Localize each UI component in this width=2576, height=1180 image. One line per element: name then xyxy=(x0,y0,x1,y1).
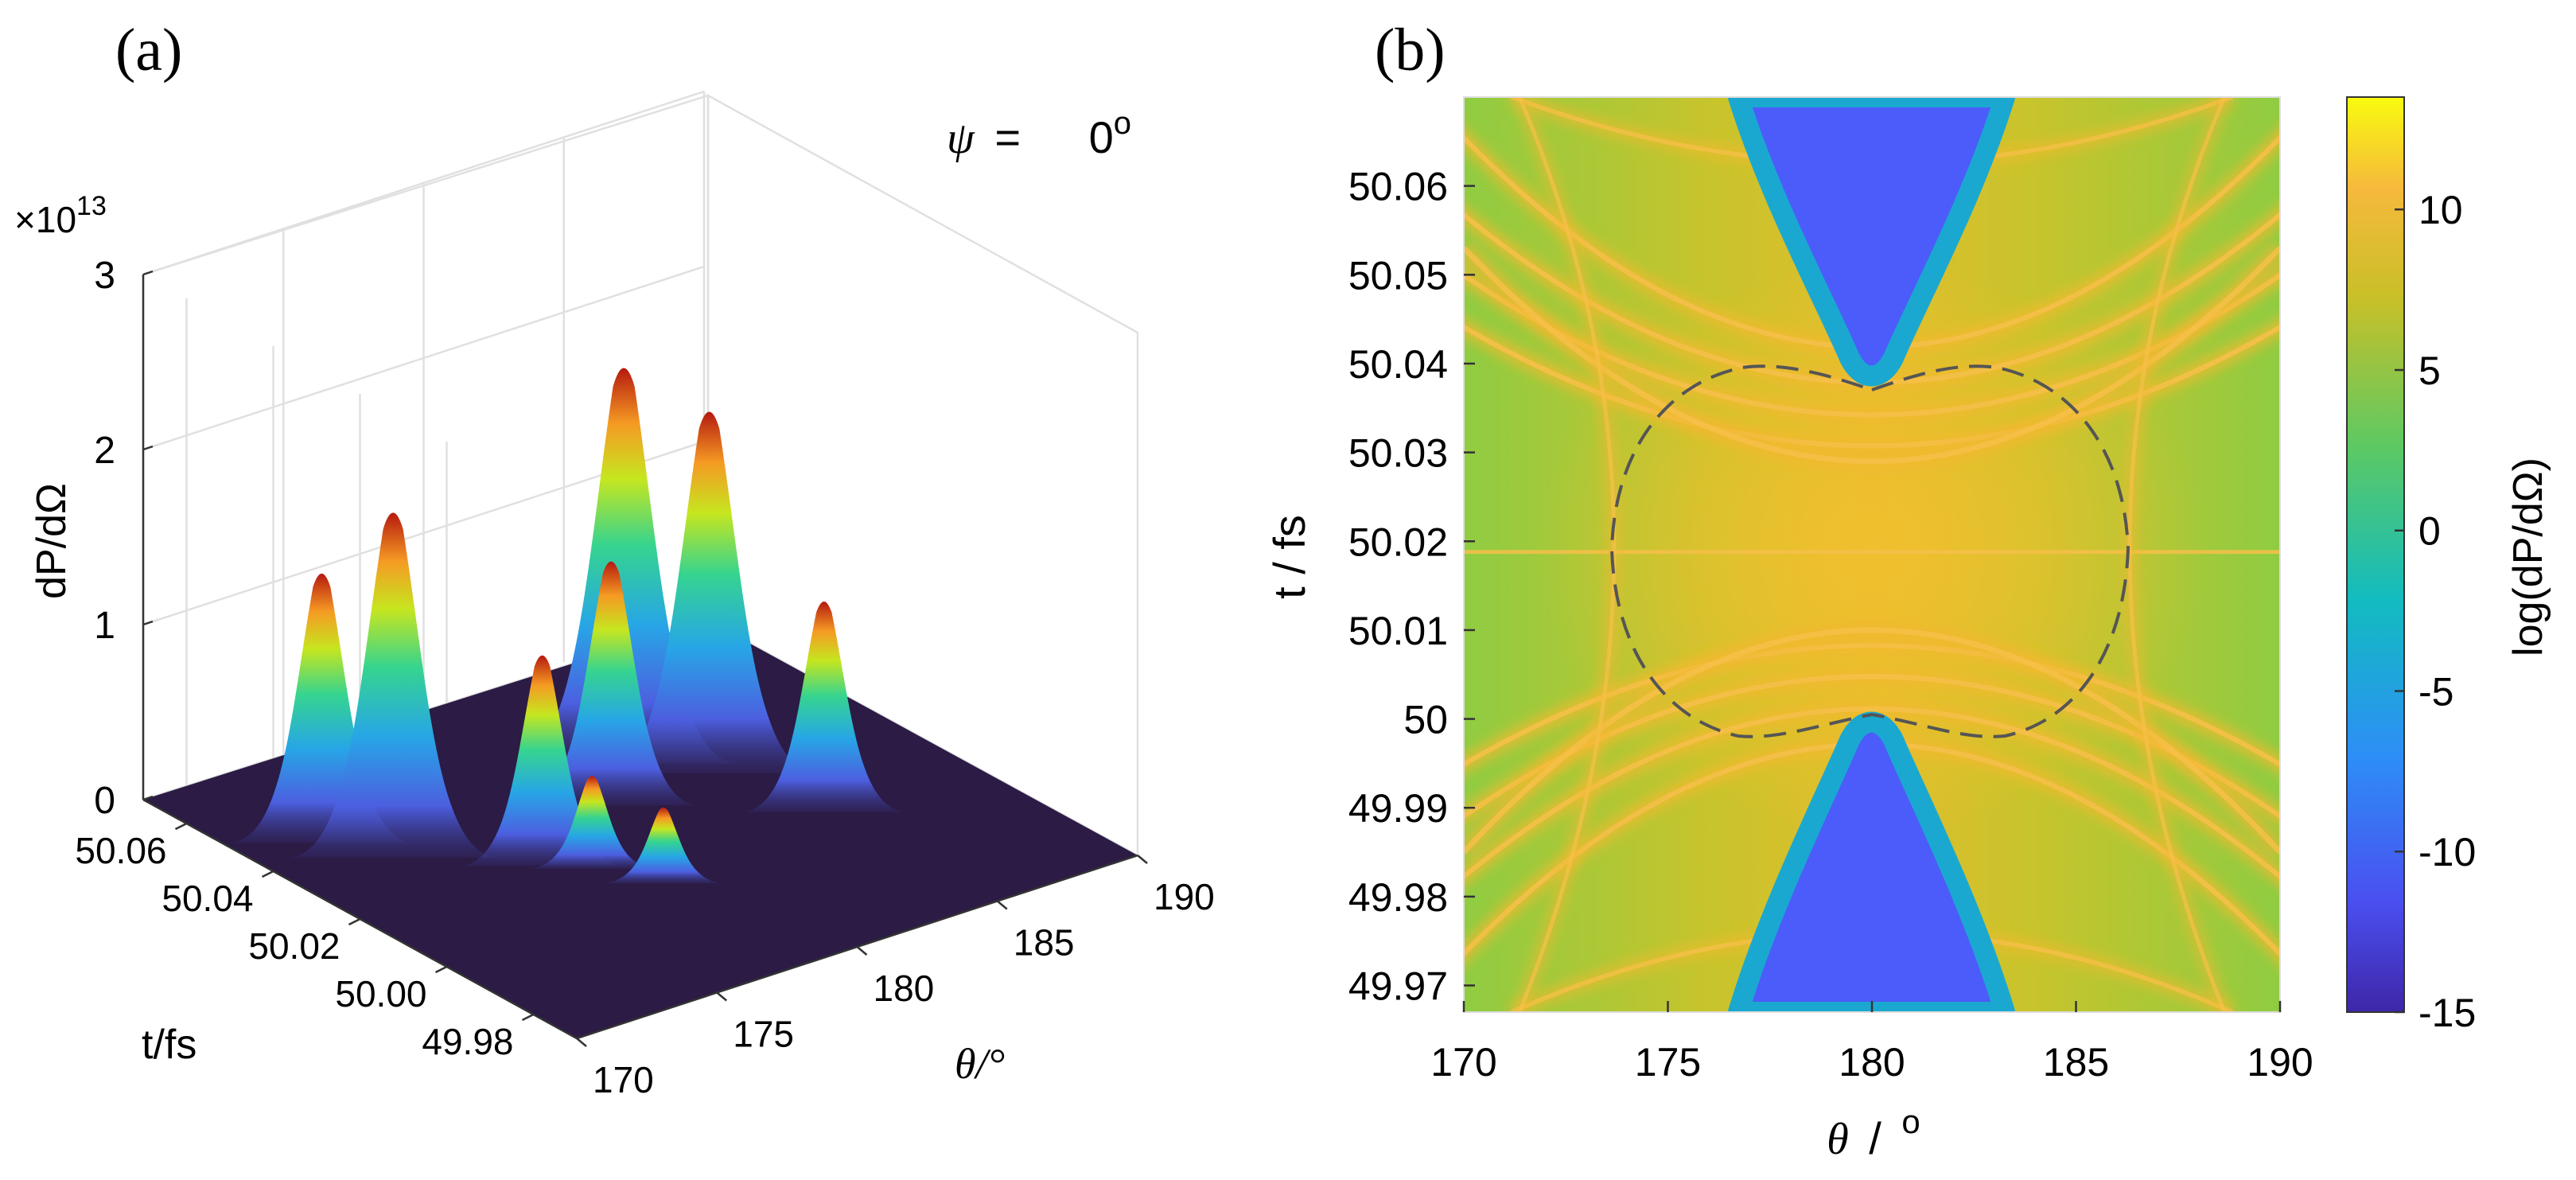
band-line xyxy=(1464,643,2280,768)
colorbar xyxy=(2346,96,2405,1013)
b-y-tick-label: 50.01 xyxy=(1348,609,1448,653)
x-tick-label: 175 xyxy=(733,1014,794,1055)
x-tick-mark xyxy=(716,991,728,1002)
b-x-tick-label: 175 xyxy=(1635,1040,1701,1085)
panel-a-3d-surface: (a) 0 1 2 3 50.06 50.04 50.02 50.00 49.98 170 175 1… xyxy=(14,17,1215,1100)
z-tick-label: 2 xyxy=(94,430,115,472)
panel-a-label: (a) xyxy=(115,17,182,84)
colorbar-tick-label: -15 xyxy=(2418,991,2476,1035)
x-tick-label: 190 xyxy=(1154,876,1215,917)
x-tick-mark xyxy=(856,946,868,956)
b-y-tick-label: 50.04 xyxy=(1348,342,1448,387)
y-tick-mark xyxy=(174,822,188,831)
x-tick-mark xyxy=(996,900,1008,910)
band-line xyxy=(1464,627,2280,855)
y-tick-label: 50.02 xyxy=(248,925,340,967)
y-tick-mark xyxy=(261,870,274,878)
z-tick-mark xyxy=(142,620,154,626)
x-tick-label: 185 xyxy=(1014,922,1075,964)
colorbar-tick-label: 10 xyxy=(2418,188,2463,232)
y-tick-label: 49.98 xyxy=(422,1021,513,1062)
b-x-tick-label: 190 xyxy=(2247,1040,2313,1085)
surface-peak xyxy=(743,602,905,812)
b-y-tick-label: 50.03 xyxy=(1348,431,1448,476)
y-tick-label: 50.06 xyxy=(75,830,166,871)
b-x-label-unit: o xyxy=(1901,1103,1920,1140)
b-y-axis-label: t / fs xyxy=(1264,515,1314,599)
low-region-top xyxy=(1728,97,2015,387)
surface-peak xyxy=(231,573,412,843)
band-line xyxy=(2127,97,2227,1012)
colorbar-ticks: -15 -10 -5 0 5 10 xyxy=(2395,188,2476,1035)
z-tick-mark xyxy=(142,445,154,451)
y-axis-label: t/fs xyxy=(142,1022,197,1068)
y-tick-mark xyxy=(348,917,361,926)
b-y-tick-label: 49.98 xyxy=(1348,875,1448,920)
x-axis-label: θ/° xyxy=(955,1040,1005,1088)
colorbar-tick-label: -5 xyxy=(2418,669,2453,714)
band-line xyxy=(1464,324,2280,449)
psi-symbol: ψ xyxy=(947,114,975,163)
colorbar-tick-label: 5 xyxy=(2418,349,2441,393)
surface-peak xyxy=(461,655,623,867)
y-tick-mark xyxy=(521,1013,535,1022)
surface-peak xyxy=(290,512,497,858)
dashed-contour xyxy=(1609,364,2130,738)
z-scale-exponent: 13 xyxy=(76,191,107,221)
x-tick-mark xyxy=(1137,855,1148,864)
colorbar-label: log(dP/dΩ) xyxy=(2505,458,2551,656)
colorbar-tick-label: 0 xyxy=(2418,509,2441,554)
z-tick-label: 1 xyxy=(94,605,115,647)
b-x-label-symbol: θ xyxy=(1827,1115,1849,1164)
psi-annotation: ψ = 0o xyxy=(947,106,1131,163)
band-line xyxy=(1464,246,2280,465)
b-x-tick-label: 185 xyxy=(2043,1040,2109,1085)
z-scale-multiplier: ×1013 xyxy=(14,191,107,240)
psi-equals: = xyxy=(994,112,1021,162)
z-tick-mark xyxy=(142,795,154,801)
y-tick-label: 50.04 xyxy=(161,878,253,919)
b-y-tick-label: 50 xyxy=(1403,698,1448,742)
psi-value: 0 xyxy=(1089,112,1114,162)
surface-peak xyxy=(512,368,737,764)
b-y-tick-label: 50.05 xyxy=(1348,253,1448,298)
b-x-tick-label: 170 xyxy=(1430,1040,1496,1085)
panel-a-ticks: 0 1 2 3 50.06 50.04 50.02 50.00 49.98 170 175 180 18… xyxy=(75,255,1214,1100)
x-tick-label: 180 xyxy=(874,968,935,1009)
y-tick-mark xyxy=(434,965,448,974)
b-y-tick-label: 50.06 xyxy=(1348,165,1448,209)
z-axis-label: dP/dΩ xyxy=(29,483,75,599)
z-tick-mark xyxy=(142,270,154,276)
band-line xyxy=(1517,97,1617,1012)
surface-peak xyxy=(524,561,698,806)
surface-peak xyxy=(602,411,816,773)
heatmap-image xyxy=(1464,97,2280,1012)
panel-b-label: (b) xyxy=(1375,17,1446,84)
y-tick-label: 50.00 xyxy=(335,973,426,1014)
panel-b-heatmap: (b) 170 175 180 185 19049.9749.9849.995050.0… xyxy=(1264,17,2551,1164)
surface-peak xyxy=(531,776,652,869)
surface-peak xyxy=(606,807,721,884)
b-x-label-sep: / xyxy=(1869,1113,1881,1163)
b-y-tick-label: 49.99 xyxy=(1348,786,1448,831)
band-line xyxy=(1464,706,2280,880)
x-tick-label: 170 xyxy=(593,1059,654,1100)
low-region-bottom xyxy=(1728,711,2015,1012)
psi-unit: o xyxy=(1114,106,1131,141)
z-tick-label: 3 xyxy=(94,255,115,297)
b-x-axis-label: θ / o xyxy=(1827,1103,1920,1164)
b-y-tick-label: 49.97 xyxy=(1348,964,1448,1009)
z-tick-label: 0 xyxy=(94,780,115,822)
colorbar-tick-label: -10 xyxy=(2418,830,2476,874)
b-x-tick-label: 180 xyxy=(1839,1040,1905,1085)
z-scale-prefix: ×10 xyxy=(14,199,76,240)
surface-peaks xyxy=(231,368,905,884)
x-tick-mark xyxy=(576,1038,587,1047)
panel-b-ticks: 170 175 180 185 190 49.97 49.98 49.99 50 50.01 50.… xyxy=(1348,165,2313,1085)
b-y-tick-label: 50.02 xyxy=(1348,520,1448,564)
